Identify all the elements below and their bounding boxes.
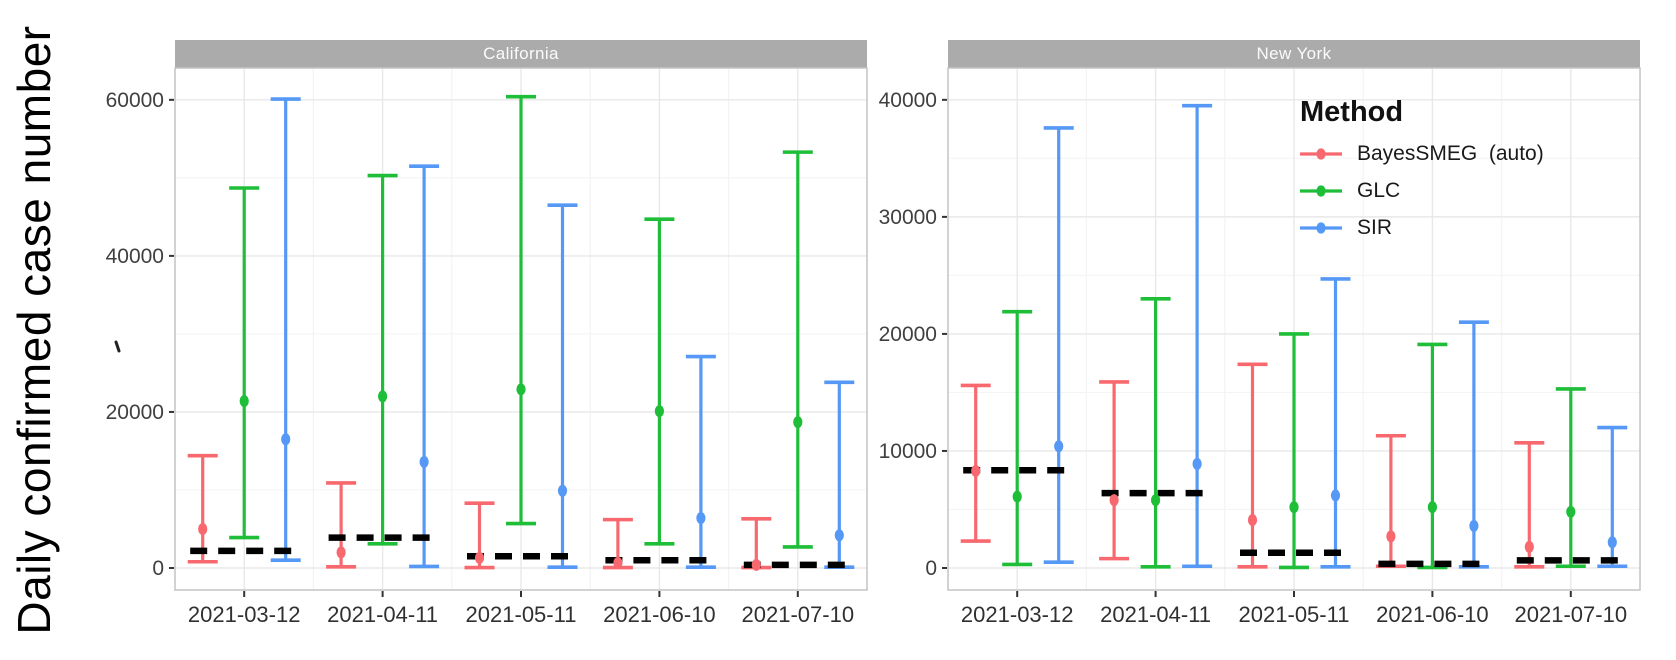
legend-item-sir: SIR — [1298, 215, 1638, 241]
series-glc — [1002, 297, 1586, 570]
stray-mark-artifact — [114, 340, 121, 353]
legend-title: Method — [1300, 96, 1404, 128]
y-tick-label-20000: 20000 — [879, 323, 937, 346]
x-tick-label-2021-03-12: 2021-03-12 — [961, 602, 1074, 627]
legend-key-point — [1316, 222, 1326, 234]
legend-item-label: GLC — [1357, 179, 1401, 202]
x-tick-label-2021-03-12: 2021-03-12 — [188, 602, 301, 627]
point-sir-2021-06-10 — [696, 512, 706, 525]
point-glc-2021-06-10 — [1427, 501, 1437, 514]
y-tick-label-60000: 60000 — [106, 89, 164, 112]
point-bayessmeg-auto-2021-05-11 — [474, 551, 485, 564]
legend: Method BayesSMEG (auto) GLC SIR — [1298, 96, 1638, 252]
y-tick-label-40000: 40000 — [879, 89, 937, 112]
legend-key-point — [1316, 185, 1326, 197]
point-bayessmeg-auto-2021-03-12 — [971, 464, 981, 477]
panel-border — [174, 67, 868, 591]
legend-key-icon — [1300, 222, 1342, 234]
point-bayessmeg-auto-2021-03-12 — [198, 522, 208, 535]
legend-item-glc: GLC — [1298, 178, 1638, 204]
legend-item-label: SIR — [1357, 216, 1393, 239]
point-sir-2021-07-10 — [834, 529, 844, 542]
x-tick-label-2021-04-11: 2021-04-11 — [1100, 602, 1211, 627]
legend-items: BayesSMEG (auto) GLC SIR — [1298, 141, 1638, 241]
legend-item-bayessmeg-auto: BayesSMEG (auto) — [1298, 141, 1638, 167]
point-sir-2021-03-12 — [1054, 440, 1064, 453]
point-sir-2021-05-11 — [557, 484, 568, 497]
point-sir-2021-05-11 — [1330, 489, 1341, 502]
y-tick-label-0: 0 — [152, 557, 164, 580]
point-sir-2021-07-10 — [1607, 536, 1617, 549]
point-sir-2021-04-11 — [419, 455, 429, 468]
legend-key-icon — [1300, 148, 1342, 160]
legend-item-label: BayesSMEG (auto) — [1357, 142, 1544, 165]
panel-new-york: 0 10000 20000 30000 40000 2021-03-12 2021-04-1… — [879, 40, 1641, 627]
point-glc-2021-05-11 — [1289, 501, 1299, 514]
x-tick-label-2021-06-10: 2021-06-10 — [1376, 602, 1489, 627]
panel-california: 0 20000 40000 60000 2021-03-12 2021-04-11 2021… — [106, 40, 868, 627]
point-glc-2021-04-11 — [378, 390, 388, 403]
point-bayessmeg-auto-2021-07-10 — [751, 558, 761, 571]
x-tick-label-2021-05-11: 2021-05-11 — [466, 602, 577, 627]
point-glc-2021-06-10 — [654, 405, 665, 418]
legend-key-point — [1316, 148, 1326, 160]
point-glc-2021-05-11 — [516, 383, 526, 396]
x-tick-label-2021-06-10: 2021-06-10 — [603, 602, 716, 627]
panel-border — [947, 67, 1641, 591]
point-sir-2021-06-10 — [1469, 519, 1479, 532]
x-tick-label-2021-07-10: 2021-07-10 — [1515, 602, 1628, 627]
point-glc-2021-04-11 — [1151, 494, 1161, 507]
point-glc-2021-03-12 — [239, 395, 249, 408]
point-bayessmeg-auto-2021-05-11 — [1247, 514, 1258, 527]
point-bayessmeg-auto-2021-06-10 — [613, 556, 623, 569]
y-tick-label-0: 0 — [925, 557, 937, 580]
point-bayessmeg-auto-2021-04-11 — [336, 546, 346, 559]
point-sir-2021-04-11 — [1192, 457, 1202, 470]
series-glc — [229, 94, 813, 549]
point-bayessmeg-auto-2021-07-10 — [1524, 540, 1534, 553]
y-tick-label-30000: 30000 — [879, 206, 937, 229]
legend-key-icon — [1300, 185, 1342, 197]
x-tick-label-2021-04-11: 2021-04-11 — [327, 602, 438, 627]
point-glc-2021-07-10 — [1566, 505, 1576, 518]
y-tick-label-20000: 20000 — [106, 401, 164, 424]
point-bayessmeg-auto-2021-04-11 — [1109, 494, 1119, 507]
point-sir-2021-03-12 — [281, 433, 291, 446]
y-tick-label-10000: 10000 — [879, 440, 937, 463]
facet-strip — [948, 40, 1640, 68]
point-glc-2021-03-12 — [1012, 490, 1022, 503]
x-tick-label-2021-05-11: 2021-05-11 — [1239, 602, 1350, 627]
y-axis-title: Daily confirmed case number — [8, 25, 60, 635]
point-bayessmeg-auto-2021-06-10 — [1386, 530, 1396, 543]
facet-strip — [175, 40, 867, 68]
x-tick-label-2021-07-10: 2021-07-10 — [742, 602, 855, 627]
point-glc-2021-07-10 — [793, 416, 803, 429]
facet-strip-title-new-york: New York — [1256, 44, 1332, 63]
facet-strip-title-california: California — [483, 44, 559, 63]
y-tick-label-40000: 40000 — [106, 245, 164, 268]
